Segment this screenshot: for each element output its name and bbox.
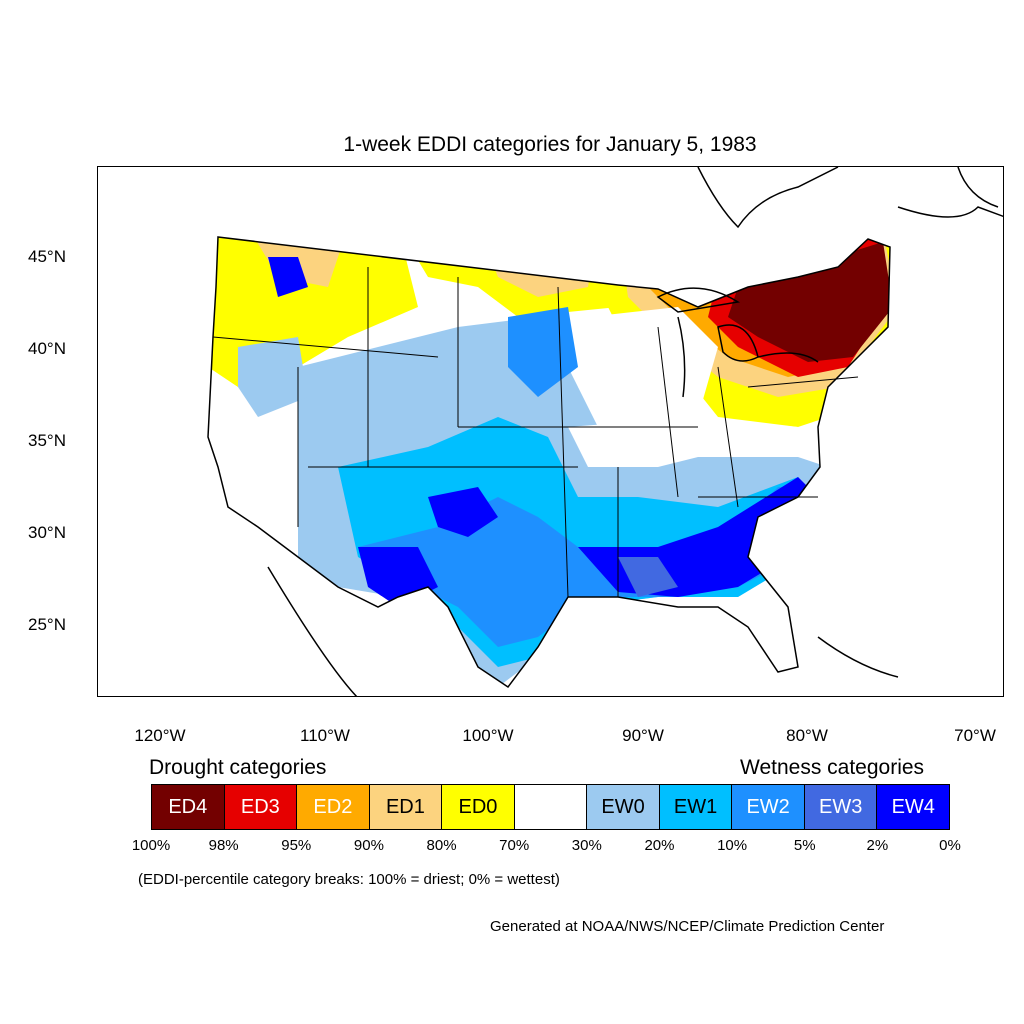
legend-swatch-ew3: EW3 <box>804 785 878 829</box>
legend-break-label: 90% <box>353 837 384 854</box>
legend-swatch-ed2: ED2 <box>297 785 370 829</box>
wetness-categories-label: Wetness categories <box>740 756 925 779</box>
legend-swatch-ew1: EW1 <box>659 785 733 829</box>
category-fill <box>208 237 890 687</box>
eddi-map <box>207 167 1003 696</box>
legend-swatch-ew4: EW4 <box>877 785 950 829</box>
lat-tick-30: 30°N <box>28 523 66 542</box>
legend-swatch-normal <box>514 785 588 829</box>
legend-break-label: 100% <box>131 837 171 854</box>
legend-swatch-ed3: ED3 <box>224 785 298 829</box>
lon-tick-120: 120°W <box>134 726 186 745</box>
legend-swatch-ew0: EW0 <box>587 785 660 829</box>
lon-tick-80: 80°W <box>786 726 828 745</box>
credit-text: Generated at NOAA/NWS/NCEP/Climate Predi… <box>490 918 885 935</box>
map-title: 1-week EDDI categories for January 5, 19… <box>343 133 757 156</box>
lat-tick-45: 45°N <box>28 247 66 266</box>
legend-break-label: 95% <box>281 837 312 854</box>
legend-break-label: 30% <box>571 837 602 854</box>
legend-break-label: 98% <box>208 837 239 854</box>
legend-swatch-ed0: ED0 <box>442 785 515 829</box>
lat-tick-35: 35°N <box>28 431 66 450</box>
lon-tick-110: 110°W <box>300 726 350 745</box>
legend-swatch-ed4: ED4 <box>152 785 225 829</box>
legend-break-label: 10% <box>717 837 748 854</box>
drought-categories-label: Drought categories <box>149 756 327 779</box>
lat-tick-25: 25°N <box>28 615 66 634</box>
legend-break-label: 2% <box>866 837 889 854</box>
lon-tick-100: 100°W <box>462 726 514 745</box>
legend-break-label: 80% <box>426 837 457 854</box>
borders <box>207 167 1003 696</box>
legend-colorbar: ED4 ED3 ED2 ED1 ED0 EW0 EW1 EW2 EW3 EW4 <box>151 784 950 830</box>
map-panel <box>97 166 1004 697</box>
lat-tick-40: 40°N <box>28 339 66 358</box>
lon-tick-70: 70°W <box>954 726 996 745</box>
legend-break-label: 20% <box>644 837 675 854</box>
legend-swatch-ew2: EW2 <box>732 785 805 829</box>
lon-tick-90: 90°W <box>622 726 664 745</box>
legend-swatch-ed1: ED1 <box>369 785 443 829</box>
legend-break-label: 0% <box>939 837 961 854</box>
legend-break-label: 70% <box>499 837 530 854</box>
legend-break-label: 5% <box>793 837 816 854</box>
category-note: (EDDI-percentile category breaks: 100% =… <box>138 871 560 888</box>
